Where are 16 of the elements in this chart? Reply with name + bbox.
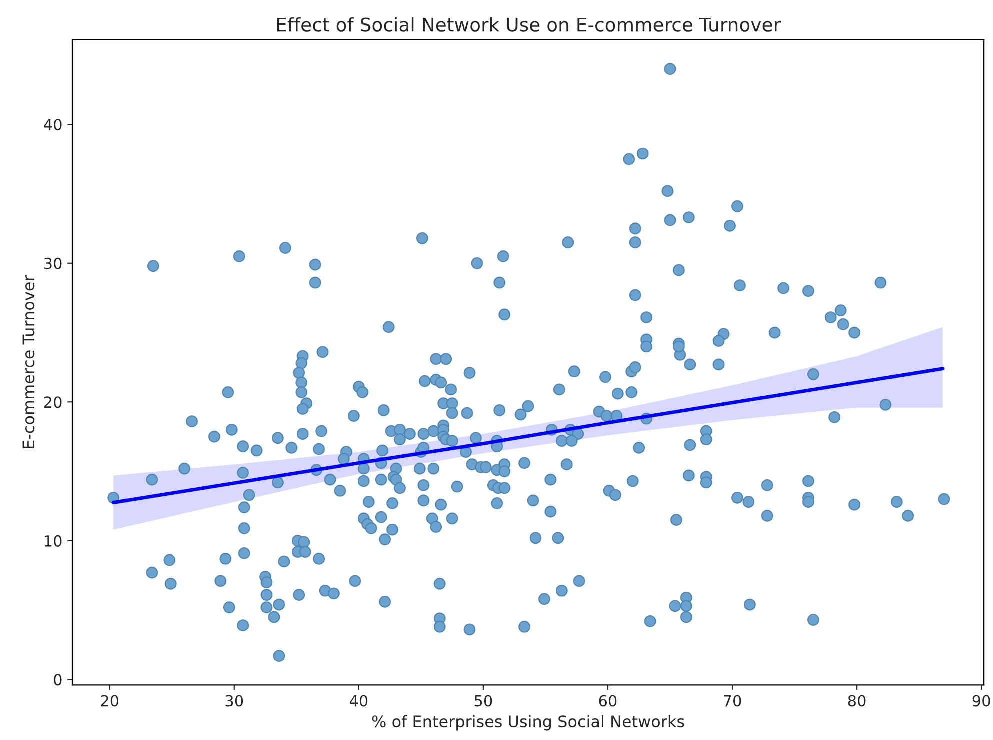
x-tick-label: 30 [226, 695, 244, 707]
x-axis-title: % of Enterprises Using Social Networks [372, 715, 684, 731]
y-tick-label: 0 [54, 674, 62, 686]
x-tick-label: 80 [848, 695, 866, 707]
x-tick-label: 60 [599, 695, 617, 707]
y-tick-label: 30 [44, 258, 62, 270]
x-tick-label: 90 [972, 695, 990, 707]
x-tick-label: 70 [724, 695, 742, 707]
chart-title: Effect of Social Network Use on E-commerce Turnover [277, 17, 782, 32]
y-tick-label: 10 [45, 535, 62, 547]
x-tick-label: 50 [474, 695, 492, 707]
y-axis-title: E-commerce Turnover [22, 275, 35, 448]
y-tick-label: 20 [44, 396, 62, 408]
x-tick-label: 20 [101, 695, 119, 707]
x-tick-label: 40 [350, 695, 368, 707]
y-tick-label: 40 [44, 119, 62, 131]
